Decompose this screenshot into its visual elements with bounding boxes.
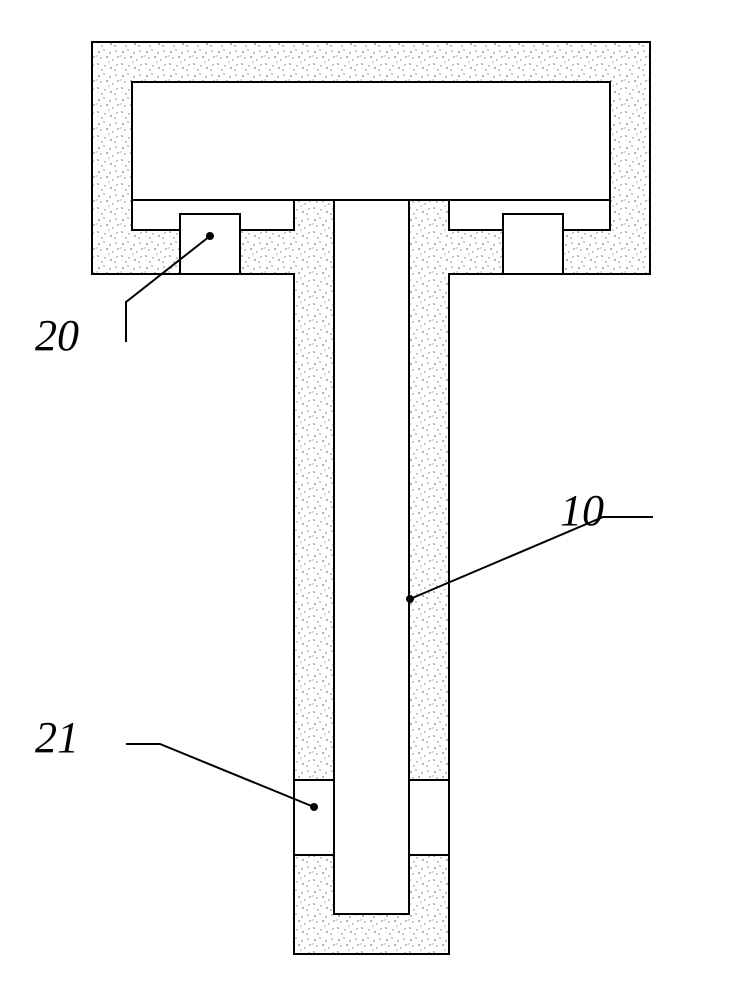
pocket-1 (503, 214, 563, 274)
pocket-0 (180, 214, 240, 274)
stem-cavity (334, 200, 409, 914)
leader-dot-l10 (406, 595, 414, 603)
head-cavity (132, 82, 610, 200)
stem-cavity-top (334, 200, 409, 914)
callout-label-l21: 21 (35, 713, 79, 762)
pocket-3 (409, 780, 449, 855)
callout-label-l10: 10 (560, 486, 604, 535)
leader-dot-l20 (206, 232, 214, 240)
leader-dot-l21 (310, 803, 318, 811)
callout-label-l20: 20 (35, 311, 79, 360)
leader-line-l21 (126, 744, 314, 807)
pocket-2 (294, 780, 334, 855)
